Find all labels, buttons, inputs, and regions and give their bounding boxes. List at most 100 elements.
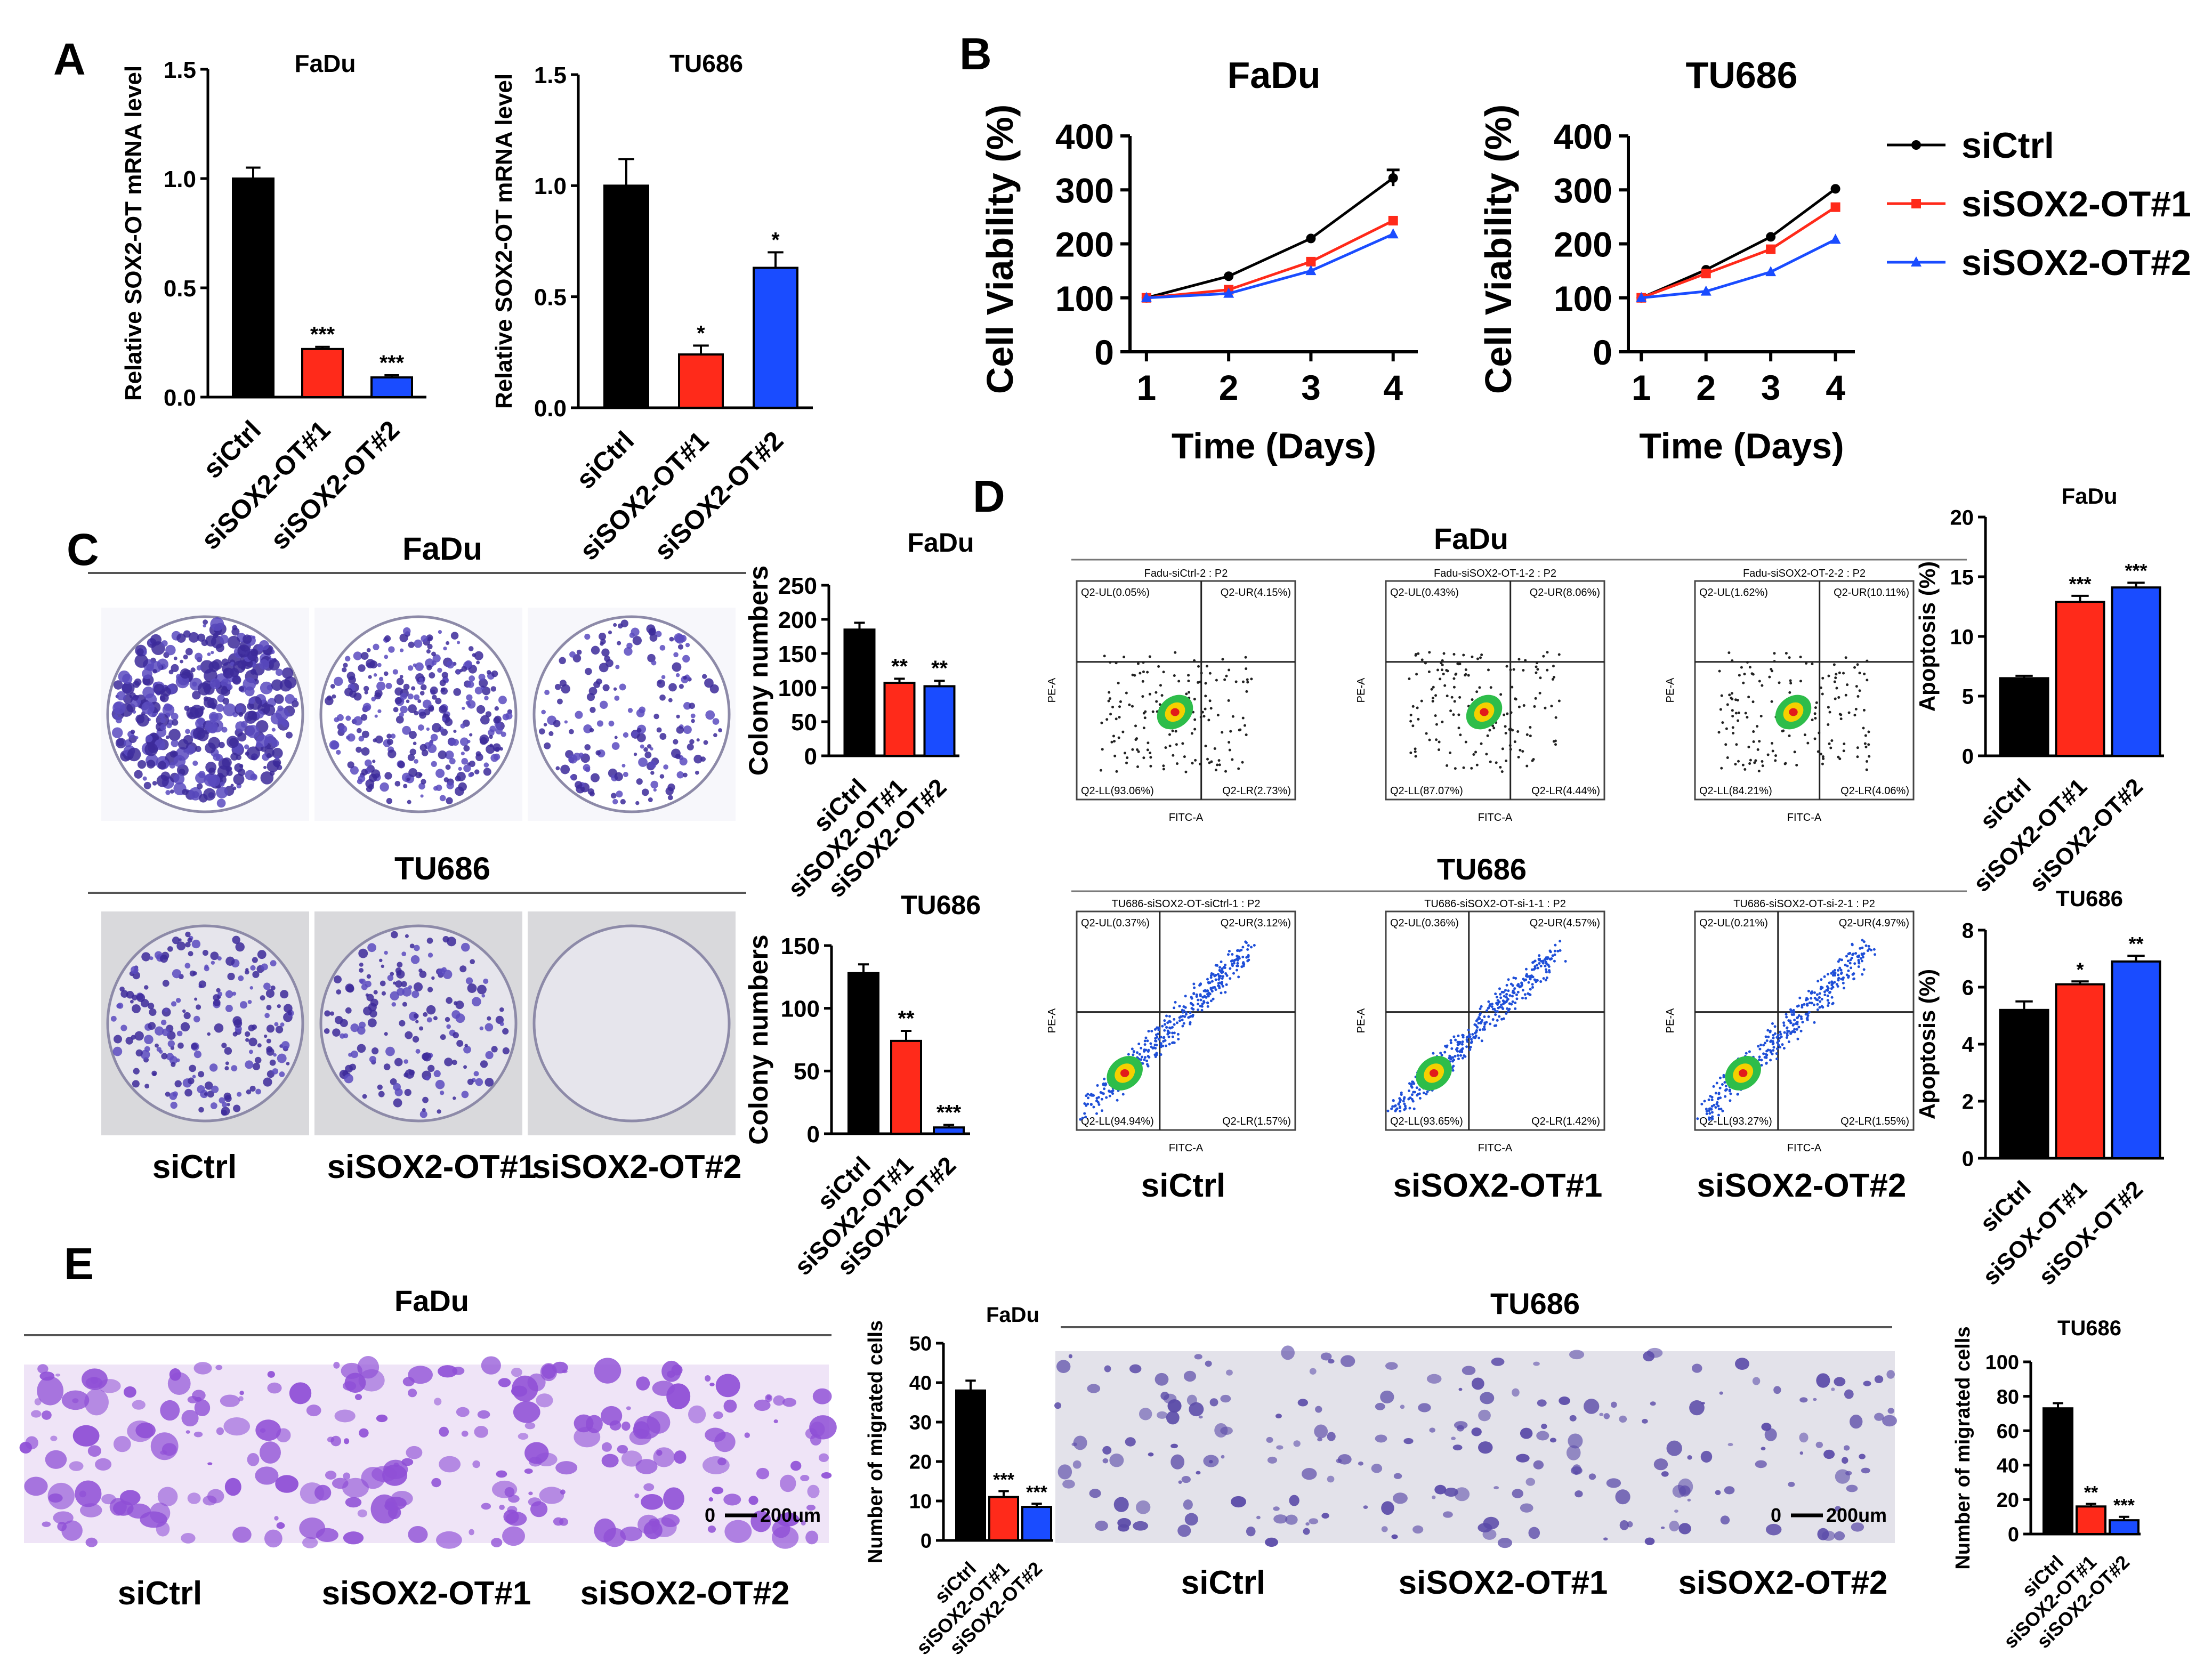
colony-dot bbox=[400, 705, 408, 714]
event-dot bbox=[1529, 988, 1532, 991]
event-dot bbox=[1861, 946, 1864, 949]
event-dot bbox=[1777, 1034, 1780, 1037]
event-dot bbox=[1813, 1021, 1816, 1024]
event-dot bbox=[1121, 1093, 1125, 1096]
event-dot bbox=[1210, 980, 1214, 983]
colony-dot bbox=[490, 686, 496, 692]
event-dot bbox=[1803, 733, 1806, 737]
event-dot bbox=[1714, 1092, 1717, 1095]
event-dot bbox=[1456, 1050, 1459, 1053]
colony-dot bbox=[473, 1071, 479, 1077]
colony-dot bbox=[399, 633, 408, 642]
stained-cell bbox=[1314, 1424, 1328, 1439]
stained-cell bbox=[438, 1365, 458, 1378]
event-dot bbox=[1444, 1045, 1447, 1048]
event-dot bbox=[1517, 983, 1520, 986]
colony-dot bbox=[364, 759, 372, 767]
series-line-2 bbox=[1641, 206, 1836, 300]
event-dot bbox=[1095, 1112, 1099, 1115]
colony-dot bbox=[431, 761, 437, 767]
event-dot bbox=[1783, 1031, 1786, 1034]
event-dot bbox=[1750, 672, 1754, 675]
event-dot bbox=[1501, 999, 1505, 1003]
significance-label: * bbox=[771, 228, 780, 252]
event-dot bbox=[1407, 1097, 1410, 1101]
colony-dot bbox=[465, 977, 473, 984]
event-dot bbox=[1764, 1042, 1767, 1045]
colony-dot bbox=[160, 717, 166, 723]
event-dot bbox=[1864, 745, 1868, 748]
event-dot bbox=[1245, 690, 1248, 693]
colony-dot bbox=[395, 980, 402, 988]
stained-cell bbox=[267, 1371, 275, 1378]
event-dot bbox=[1731, 714, 1734, 717]
event-dot bbox=[1202, 1001, 1206, 1004]
colony-dot bbox=[244, 744, 249, 749]
event-dot bbox=[1449, 709, 1452, 713]
event-dot bbox=[1440, 668, 1443, 672]
event-dot bbox=[1508, 994, 1512, 997]
stained-cell bbox=[1761, 1447, 1766, 1451]
event-dot bbox=[1731, 726, 1734, 729]
colony-dot bbox=[386, 733, 392, 739]
stained-cell bbox=[530, 1501, 548, 1517]
event-dot bbox=[1838, 966, 1842, 970]
event-dot bbox=[1818, 996, 1821, 999]
plot-x-label: FITC-A bbox=[1787, 1142, 1822, 1154]
colony-dot bbox=[192, 760, 198, 766]
event-dot bbox=[1513, 987, 1516, 990]
event-dot bbox=[1199, 1004, 1202, 1007]
colony-dot bbox=[405, 1069, 415, 1079]
event-dot bbox=[1164, 1044, 1167, 1047]
event-dot bbox=[1852, 952, 1855, 956]
colony-dot bbox=[372, 760, 376, 763]
event-dot bbox=[1165, 1014, 1168, 1018]
stained-cell bbox=[150, 1432, 179, 1460]
colony-dot bbox=[221, 658, 229, 666]
colony-dot bbox=[184, 1088, 192, 1097]
event-dot bbox=[1837, 979, 1840, 982]
stained-cell bbox=[1452, 1444, 1463, 1451]
bar-3 bbox=[2109, 1519, 2140, 1535]
colony-dot bbox=[189, 787, 203, 801]
colony-dot bbox=[481, 994, 486, 998]
panel-d-group-label: siCtrl bbox=[1141, 1167, 1225, 1204]
stained-cell bbox=[1209, 1460, 1213, 1464]
stained-cell bbox=[436, 1531, 462, 1549]
event-dot bbox=[1117, 682, 1120, 685]
event-dot bbox=[1828, 742, 1831, 745]
event-dot bbox=[1550, 957, 1553, 960]
event-dot bbox=[1476, 1026, 1479, 1029]
colony-dot bbox=[336, 749, 341, 755]
colony-dot bbox=[198, 1107, 204, 1113]
panel-e-tu686-header: TU686 bbox=[1490, 1287, 1580, 1320]
event-dot bbox=[1827, 674, 1830, 677]
event-dot bbox=[1154, 1039, 1157, 1043]
colony-dot bbox=[122, 682, 135, 695]
colony-dot bbox=[638, 757, 648, 767]
colony-dot bbox=[176, 1058, 180, 1062]
colony-dot bbox=[409, 943, 415, 949]
stained-cell bbox=[807, 1484, 820, 1498]
stained-cell bbox=[780, 1474, 796, 1492]
event-dot bbox=[1821, 676, 1825, 680]
event-dot bbox=[1858, 689, 1861, 692]
event-dot bbox=[1157, 1032, 1160, 1036]
event-dot bbox=[1715, 1081, 1718, 1085]
stained-cell bbox=[1549, 1438, 1556, 1443]
bar-2 bbox=[2055, 983, 2105, 1160]
event-dot bbox=[1452, 677, 1456, 680]
event-dot bbox=[1227, 699, 1230, 702]
event-dot bbox=[1818, 731, 1821, 734]
stained-cell bbox=[1129, 1364, 1142, 1374]
event-dot bbox=[1108, 1089, 1111, 1093]
colony-dot bbox=[219, 1097, 225, 1104]
stained-cell bbox=[709, 1383, 715, 1386]
colony-dot bbox=[369, 1055, 376, 1063]
colony-dot bbox=[403, 1059, 409, 1064]
event-dot bbox=[1436, 668, 1439, 672]
event-dot bbox=[1838, 671, 1841, 674]
colony-dot bbox=[502, 1028, 509, 1035]
chart-title: FaDu bbox=[986, 1303, 1039, 1327]
event-dot bbox=[1736, 1093, 1739, 1096]
